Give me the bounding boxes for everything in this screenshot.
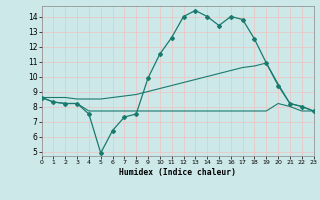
X-axis label: Humidex (Indice chaleur): Humidex (Indice chaleur) (119, 168, 236, 177)
